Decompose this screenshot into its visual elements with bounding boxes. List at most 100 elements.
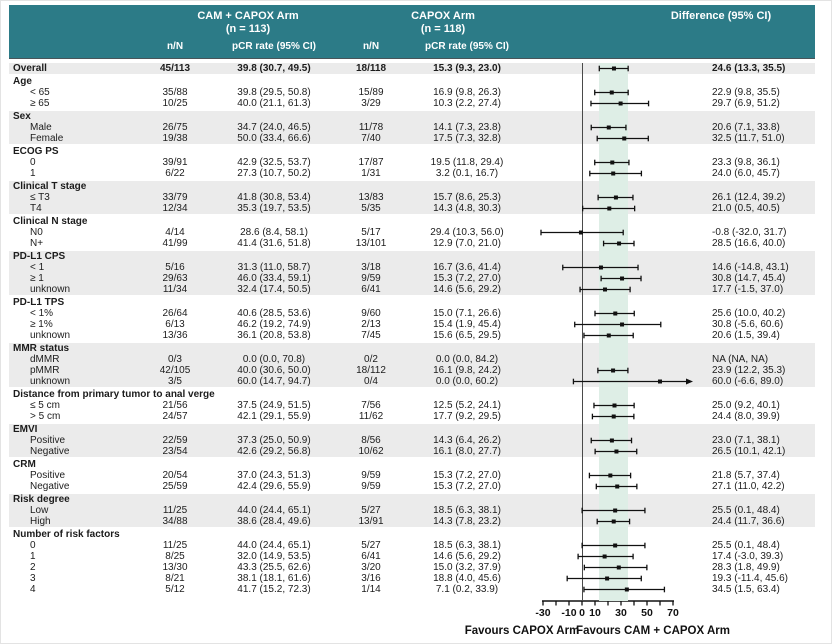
table-row: 2 13/30 43.3 (25.5, 62.6) 3/20 15.0 (3.2, 37…: [9, 562, 815, 573]
difference-value: 30.8 (-5.6, 60.6): [712, 319, 784, 330]
difference-value: 60.0 (-6.6, 89.0): [712, 376, 784, 387]
subgroup-block: Distance from primary tumor to anal verg…: [9, 389, 815, 422]
table-row: ≤ T3 33/79 41.8 (30.8, 53.4) 13/83 15.7 (8.6…: [9, 192, 815, 203]
forest-cell: [539, 446, 711, 457]
arm2-n-over-N: 0/2: [364, 354, 378, 365]
subgroup-header-label: Clinical N stage: [13, 216, 88, 227]
forest-cell: [539, 168, 711, 179]
arm1-n-over-N: 23/54: [162, 446, 188, 457]
forest-cell: [539, 133, 711, 144]
subgroup-block: EMVI Positive 22/59 37.3 (25.0, 50.9) 8/56 14…: [9, 424, 815, 457]
table-row: < 1% 26/64 40.6 (28.5, 53.6) 9/60 15.0 (7.1,…: [9, 308, 815, 319]
arm1-n-over-N: 8/21: [165, 573, 185, 584]
arm2-n-over-N: 11/78: [358, 122, 384, 133]
difference-value: 20.6 (1.5, 39.4): [712, 330, 780, 341]
arm2-pcr-rate-ci: 16.9 (9.8, 26.3): [433, 87, 501, 98]
table-row: Low 11/25 44.0 (24.4, 65.1) 5/27 18.5 (6.3, …: [9, 505, 815, 516]
arm1-pcr-rate-ci: 38.1 (18.1, 61.6): [237, 573, 311, 584]
arm2-n-over-N: 3/18: [361, 262, 381, 273]
forest-cell: [539, 203, 711, 214]
row-label: ≤ T3: [30, 192, 50, 203]
table-row: N0 4/14 28.6 (8.4, 58.1) 5/17 29.4 (10.3, 56…: [9, 227, 815, 238]
table-row: unknown 3/5 60.0 (14.7, 94.7) 0/4 0.0 (0.0, …: [9, 376, 815, 387]
subgroup-block: Sex Male 26/75 34.7 (24.0, 46.5) 11/78 14.1 (…: [9, 111, 815, 144]
subgroup-header-label: PD-L1 TPS: [13, 297, 65, 308]
arm2-pcr-rate-ci: 19.5 (11.8, 29.4): [430, 157, 504, 168]
difference-value: 20.6 (7.1, 33.8): [712, 122, 780, 133]
difference-value: 27.1 (11.0, 42.2): [712, 481, 785, 492]
svg-text:30: 30: [615, 607, 627, 619]
difference-value: 26.5 (10.1, 42.1): [712, 446, 786, 457]
row-label: ≤ 5 cm: [30, 400, 60, 411]
arm1-n-over-N: 11/25: [162, 540, 188, 551]
arm2-n-over-N: 15/89: [358, 87, 384, 98]
difference-value: 29.7 (6.9, 51.2): [712, 98, 780, 109]
arm2-pcr-rate-ci: 12.5 (5.2, 24.1): [433, 400, 501, 411]
subgroup-block: Age < 65 35/88 39.8 (29.5, 50.8) 15/89 16.9 (…: [9, 76, 815, 109]
arm2-pcr-rate-ci: 15.7 (8.6, 25.3): [433, 192, 501, 203]
arm2-n: (n = 118): [420, 23, 466, 35]
arm1-pcr-rate-ci: 32.4 (17.4, 50.5): [237, 284, 311, 295]
ci-marker: [595, 483, 638, 490]
arm1-pcr-rate-ci: 40.6 (28.5, 53.6): [237, 308, 311, 319]
subgroup-header-label: Risk degree: [13, 494, 70, 505]
x-axis: -30 -10 0 10 30 50 70: [535, 600, 679, 619]
ci-marker: [597, 367, 629, 374]
arm2-pcr-rate-ci: 18.5 (6.3, 38.1): [433, 505, 501, 516]
subgroup-header-row: Age: [9, 76, 815, 87]
arm1-n-over-N: 8/25: [165, 551, 185, 562]
difference-value: 24.0 (6.0, 45.7): [712, 168, 780, 179]
arm2-n-over-N: 7/40: [361, 133, 381, 144]
arm2-n-over-N: 6/41: [361, 551, 381, 562]
forest-cell: [539, 330, 711, 341]
arm1-pcr-rate-ci: 44.0 (24.4, 65.1): [237, 505, 311, 516]
forest-cell: [539, 87, 711, 98]
subgroup-table: Overall 45/113 39.8 (30.7, 49.5) 18/118 15.3…: [9, 63, 815, 595]
arm1-n-over-N: 39/91: [162, 157, 188, 168]
arm1-pcr-rate-ci: 37.5 (24.9, 51.5): [237, 400, 311, 411]
subgroup-header-label: MMR status: [13, 343, 70, 354]
table-row: Negative 25/59 42.4 (29.6, 55.9) 9/59 15.3 (…: [9, 481, 815, 492]
table-row: 4 5/12 41.7 (15.2, 72.3) 1/14 7.1 (0.2, 33.9…: [9, 584, 815, 595]
ci-marker: [572, 378, 693, 385]
difference-value: 14.6 (-14.8, 43.1): [712, 262, 789, 273]
table-row: Positive 22/59 37.3 (25.0, 50.9) 8/56 14.3 (…: [9, 435, 815, 446]
ci-marker: [581, 542, 646, 549]
ci-marker: [590, 437, 633, 444]
forest-cell: [539, 157, 711, 168]
difference-value: 24.6 (13.3, 35.5): [712, 63, 786, 74]
arm1-n-over-N: 5/16: [165, 262, 185, 273]
ci-marker: [539, 354, 711, 365]
arm2-pcr-rate-ci: 18.8 (4.0, 45.6): [433, 573, 501, 584]
arm1-n-over-N: 4/14: [165, 227, 185, 238]
arm1-pcr-rate-ci: 46.2 (19.2, 74.9): [237, 319, 311, 330]
forest-cell: [539, 227, 711, 238]
arm2-pcr-rate-ci: 15.6 (6.5, 29.5): [433, 330, 501, 341]
ci-marker: [594, 448, 638, 455]
row-label: 1: [30, 551, 36, 562]
arm1-pcr-rate-ci: 40.0 (30.6, 50.0): [237, 365, 311, 376]
svg-text:-30: -30: [535, 607, 550, 619]
arm1-n-over-N: 20/54: [162, 470, 188, 481]
arm2-pcr-rate-ci: 15.4 (1.9, 45.4): [433, 319, 501, 330]
arm2-n-over-N: 5/17: [361, 227, 381, 238]
arm1-n-over-N: 33/79: [162, 192, 188, 203]
svg-text:50: 50: [641, 607, 653, 619]
arm2-n-over-N: 7/56: [361, 400, 381, 411]
arm1-nN-column-header: n/N: [166, 41, 184, 52]
arm1-n-over-N: 34/88: [162, 516, 188, 527]
table-row: High 34/88 38.6 (28.4, 49.6) 13/91 14.3 (7.8…: [9, 516, 815, 527]
arm2-header: CAPOX Arm (n = 118): [347, 10, 539, 36]
forest-cell: [539, 540, 711, 551]
difference-value: 23.0 (7.1, 38.1): [712, 435, 780, 446]
arm1-pcr-rate-ci: 40.0 (21.1, 61.3): [237, 98, 311, 109]
subgroup-header-row: Number of risk factors: [9, 529, 815, 540]
difference-value: 25.0 (9.2, 40.1): [712, 400, 780, 411]
ci-marker: [598, 65, 629, 72]
arm2-n-over-N: 9/59: [361, 273, 381, 284]
arm2-pcr-rate-ci: 14.6 (5.6, 29.2): [433, 284, 501, 295]
arm2-n-over-N: 5/27: [361, 540, 381, 551]
axis-footer: Favours CAPOX Arm Favours CAM + CAPOX Ar…: [1, 625, 831, 641]
difference-value: 25.5 (0.1, 48.4): [712, 540, 780, 551]
